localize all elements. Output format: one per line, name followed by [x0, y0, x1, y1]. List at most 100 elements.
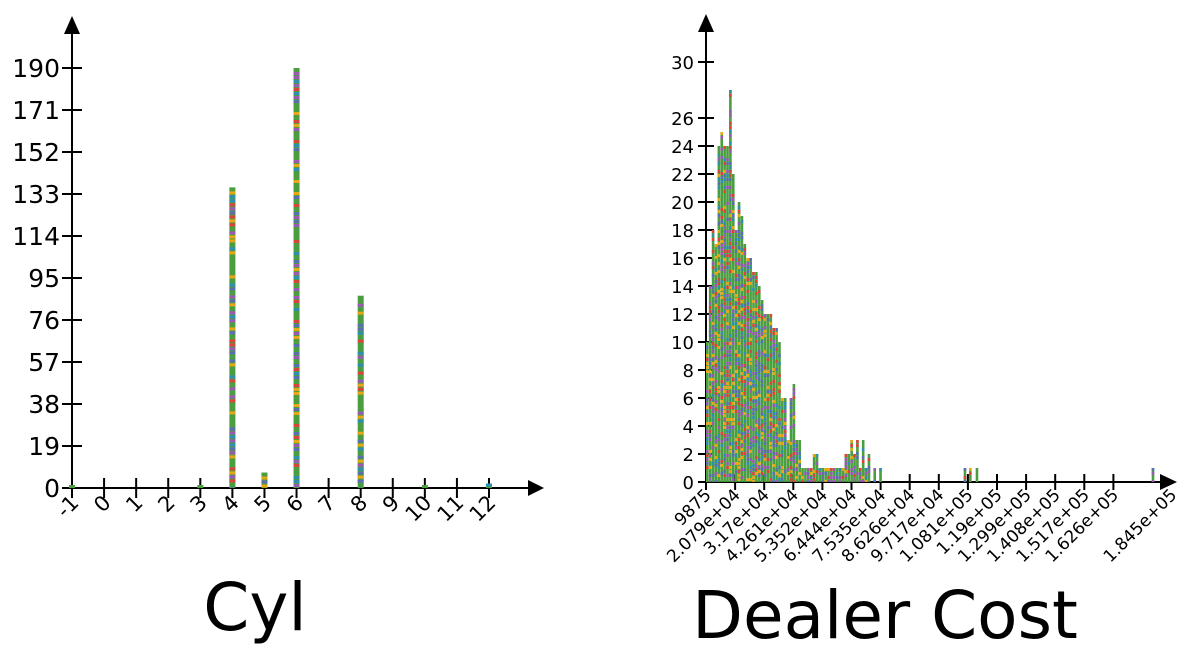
cyl-x-tick-label: 12 — [465, 491, 501, 527]
dealer-cost-y-tick-label: 14 — [671, 277, 694, 298]
dealer-cost-y-tick-label: 12 — [671, 305, 694, 326]
dealer-cost-bar — [798, 440, 801, 482]
dealer-cost-y-tick-label: 16 — [671, 249, 694, 270]
cyl-x-tick-label: 3 — [185, 491, 211, 517]
cyl-bar — [261, 472, 268, 488]
dealer-cost-bar — [769, 314, 773, 482]
dealer-cost-bar — [783, 398, 787, 482]
dealer-cost-bars — [706, 90, 1155, 482]
dealer-cost-bar — [760, 300, 764, 482]
cyl-x-tick-label: 5 — [250, 491, 276, 517]
cyl-y-tick-label: 95 — [28, 264, 60, 293]
dealer-cost-bar — [801, 468, 804, 482]
dealer-cost-bar — [708, 286, 712, 482]
dealer-cost-bar — [737, 202, 741, 482]
dealer-cost-y-tick-label: 10 — [671, 333, 694, 354]
cyl-x-tick-label: 1 — [121, 491, 147, 517]
dealer-cost-bar — [763, 314, 767, 482]
dealer-cost-bar — [752, 272, 755, 482]
dealer-cost-y-tick-label: 0 — [683, 473, 694, 494]
dealer-cost-bar — [726, 146, 729, 482]
dealer-cost-bar — [812, 454, 816, 482]
dealer-cost-bar — [714, 244, 718, 482]
dealer-cost-bar — [844, 454, 848, 482]
cyl-bar — [486, 483, 492, 488]
dealer-cost-bar — [824, 468, 827, 482]
dealer-cost-bar — [789, 398, 793, 482]
cyl-x-tick-label: 4 — [217, 491, 243, 517]
dealer-cost-y-tick-label: 2 — [683, 445, 694, 466]
dealer-cost-bar — [723, 146, 726, 482]
dealer-cost-bar — [879, 468, 882, 482]
dealer-cost-y-tick-label: 6 — [683, 389, 694, 410]
cyl-y-tick-label: 0 — [44, 474, 60, 503]
dealer-cost-bar — [746, 258, 750, 482]
dealer-cost-chart-title: Dealer Cost — [692, 577, 1078, 654]
dealer-cost-bar — [711, 230, 715, 482]
dealer-cost-y-tick-label: 20 — [671, 193, 694, 214]
dealer-cost-bar — [853, 454, 856, 482]
cyl-x-tick-label: 6 — [282, 491, 308, 517]
dealer-cost-y-tick-label: 30 — [671, 53, 694, 74]
cyl-y-tick-label: 171 — [12, 96, 60, 125]
dealer-cost-y-tick-label: 22 — [671, 165, 694, 186]
dealer-cost-bar — [757, 286, 761, 482]
dealer-cost-bar — [835, 468, 839, 482]
dealer-cost-bar — [873, 468, 877, 482]
dealer-cost-bar — [778, 342, 781, 482]
dealer-cost-bar — [706, 342, 709, 482]
dealer-cost-y-tick-label: 18 — [671, 221, 694, 242]
dealer-cost-bar — [807, 468, 810, 482]
dealer-cost-bar — [772, 328, 775, 482]
dealer-cost-bar — [720, 132, 724, 482]
dealer-cost-bar — [729, 90, 732, 482]
dealer-cost-bar — [861, 440, 865, 482]
dealer-cost-bar — [749, 258, 752, 482]
dealer-cost-bar — [975, 468, 979, 482]
dealer-cost-bar — [792, 384, 796, 482]
cyl-y-tick-label: 57 — [28, 348, 60, 377]
cyl-x-tick-label: 8 — [346, 491, 372, 517]
dealer-cost-bar — [1151, 468, 1155, 482]
dealer-cost-bar — [775, 328, 778, 482]
cyl-bar — [421, 485, 428, 488]
dealer-cost-bar — [867, 454, 871, 482]
dealer-cost-bar — [856, 440, 859, 482]
dealer-cost-bar — [740, 216, 744, 482]
dealer-cost-bar — [815, 454, 819, 482]
dealer-cost-bar — [858, 468, 862, 482]
cyl-x-axis-arrow — [528, 480, 544, 496]
cyl-x-tick-label: 2 — [153, 491, 179, 517]
cyl-bar — [357, 295, 364, 488]
dealer-cost-bar — [827, 468, 830, 482]
dealer-cost-y-axis-arrow — [698, 14, 714, 32]
dealer-cost-bar — [850, 440, 853, 482]
dealer-cost-bar — [717, 146, 721, 482]
cyl-x-tick-label: 0 — [89, 491, 115, 517]
dealer-cost-bar — [795, 440, 799, 482]
dealer-cost-bar — [731, 174, 735, 482]
cyl-bar — [293, 68, 300, 488]
dealer-cost-bar — [786, 440, 790, 482]
dealer-cost-bar — [809, 468, 813, 482]
cyl-y-tick-label: 133 — [12, 180, 60, 209]
cyl-y-tick-label: 76 — [28, 306, 60, 335]
dealer-cost-bar — [734, 230, 738, 482]
cyl-bars — [69, 68, 492, 489]
cyl-y-axis-arrow — [64, 16, 80, 34]
cyl-x-tick-label: 7 — [314, 491, 340, 517]
dealer-cost-y-tick-label: 26 — [671, 109, 694, 130]
dealer-cost-x-axis-arrow — [1160, 474, 1177, 490]
cyl-y-tick-label: 38 — [28, 390, 60, 419]
cyl-bar — [69, 485, 75, 488]
dealer-cost-bar — [963, 468, 967, 482]
dealer-cost-bar — [766, 314, 770, 482]
dealer-cost-y-tick-label: 8 — [683, 361, 694, 382]
cyl-x-tick-label: 11 — [433, 491, 469, 527]
cyl-y-tick-label: 114 — [12, 222, 60, 251]
cyl-bar — [229, 187, 236, 489]
dealer-cost-y-tick-label: 4 — [683, 417, 694, 438]
cyl-bar — [197, 485, 204, 488]
cyl-y-tick-label: 190 — [12, 54, 60, 83]
